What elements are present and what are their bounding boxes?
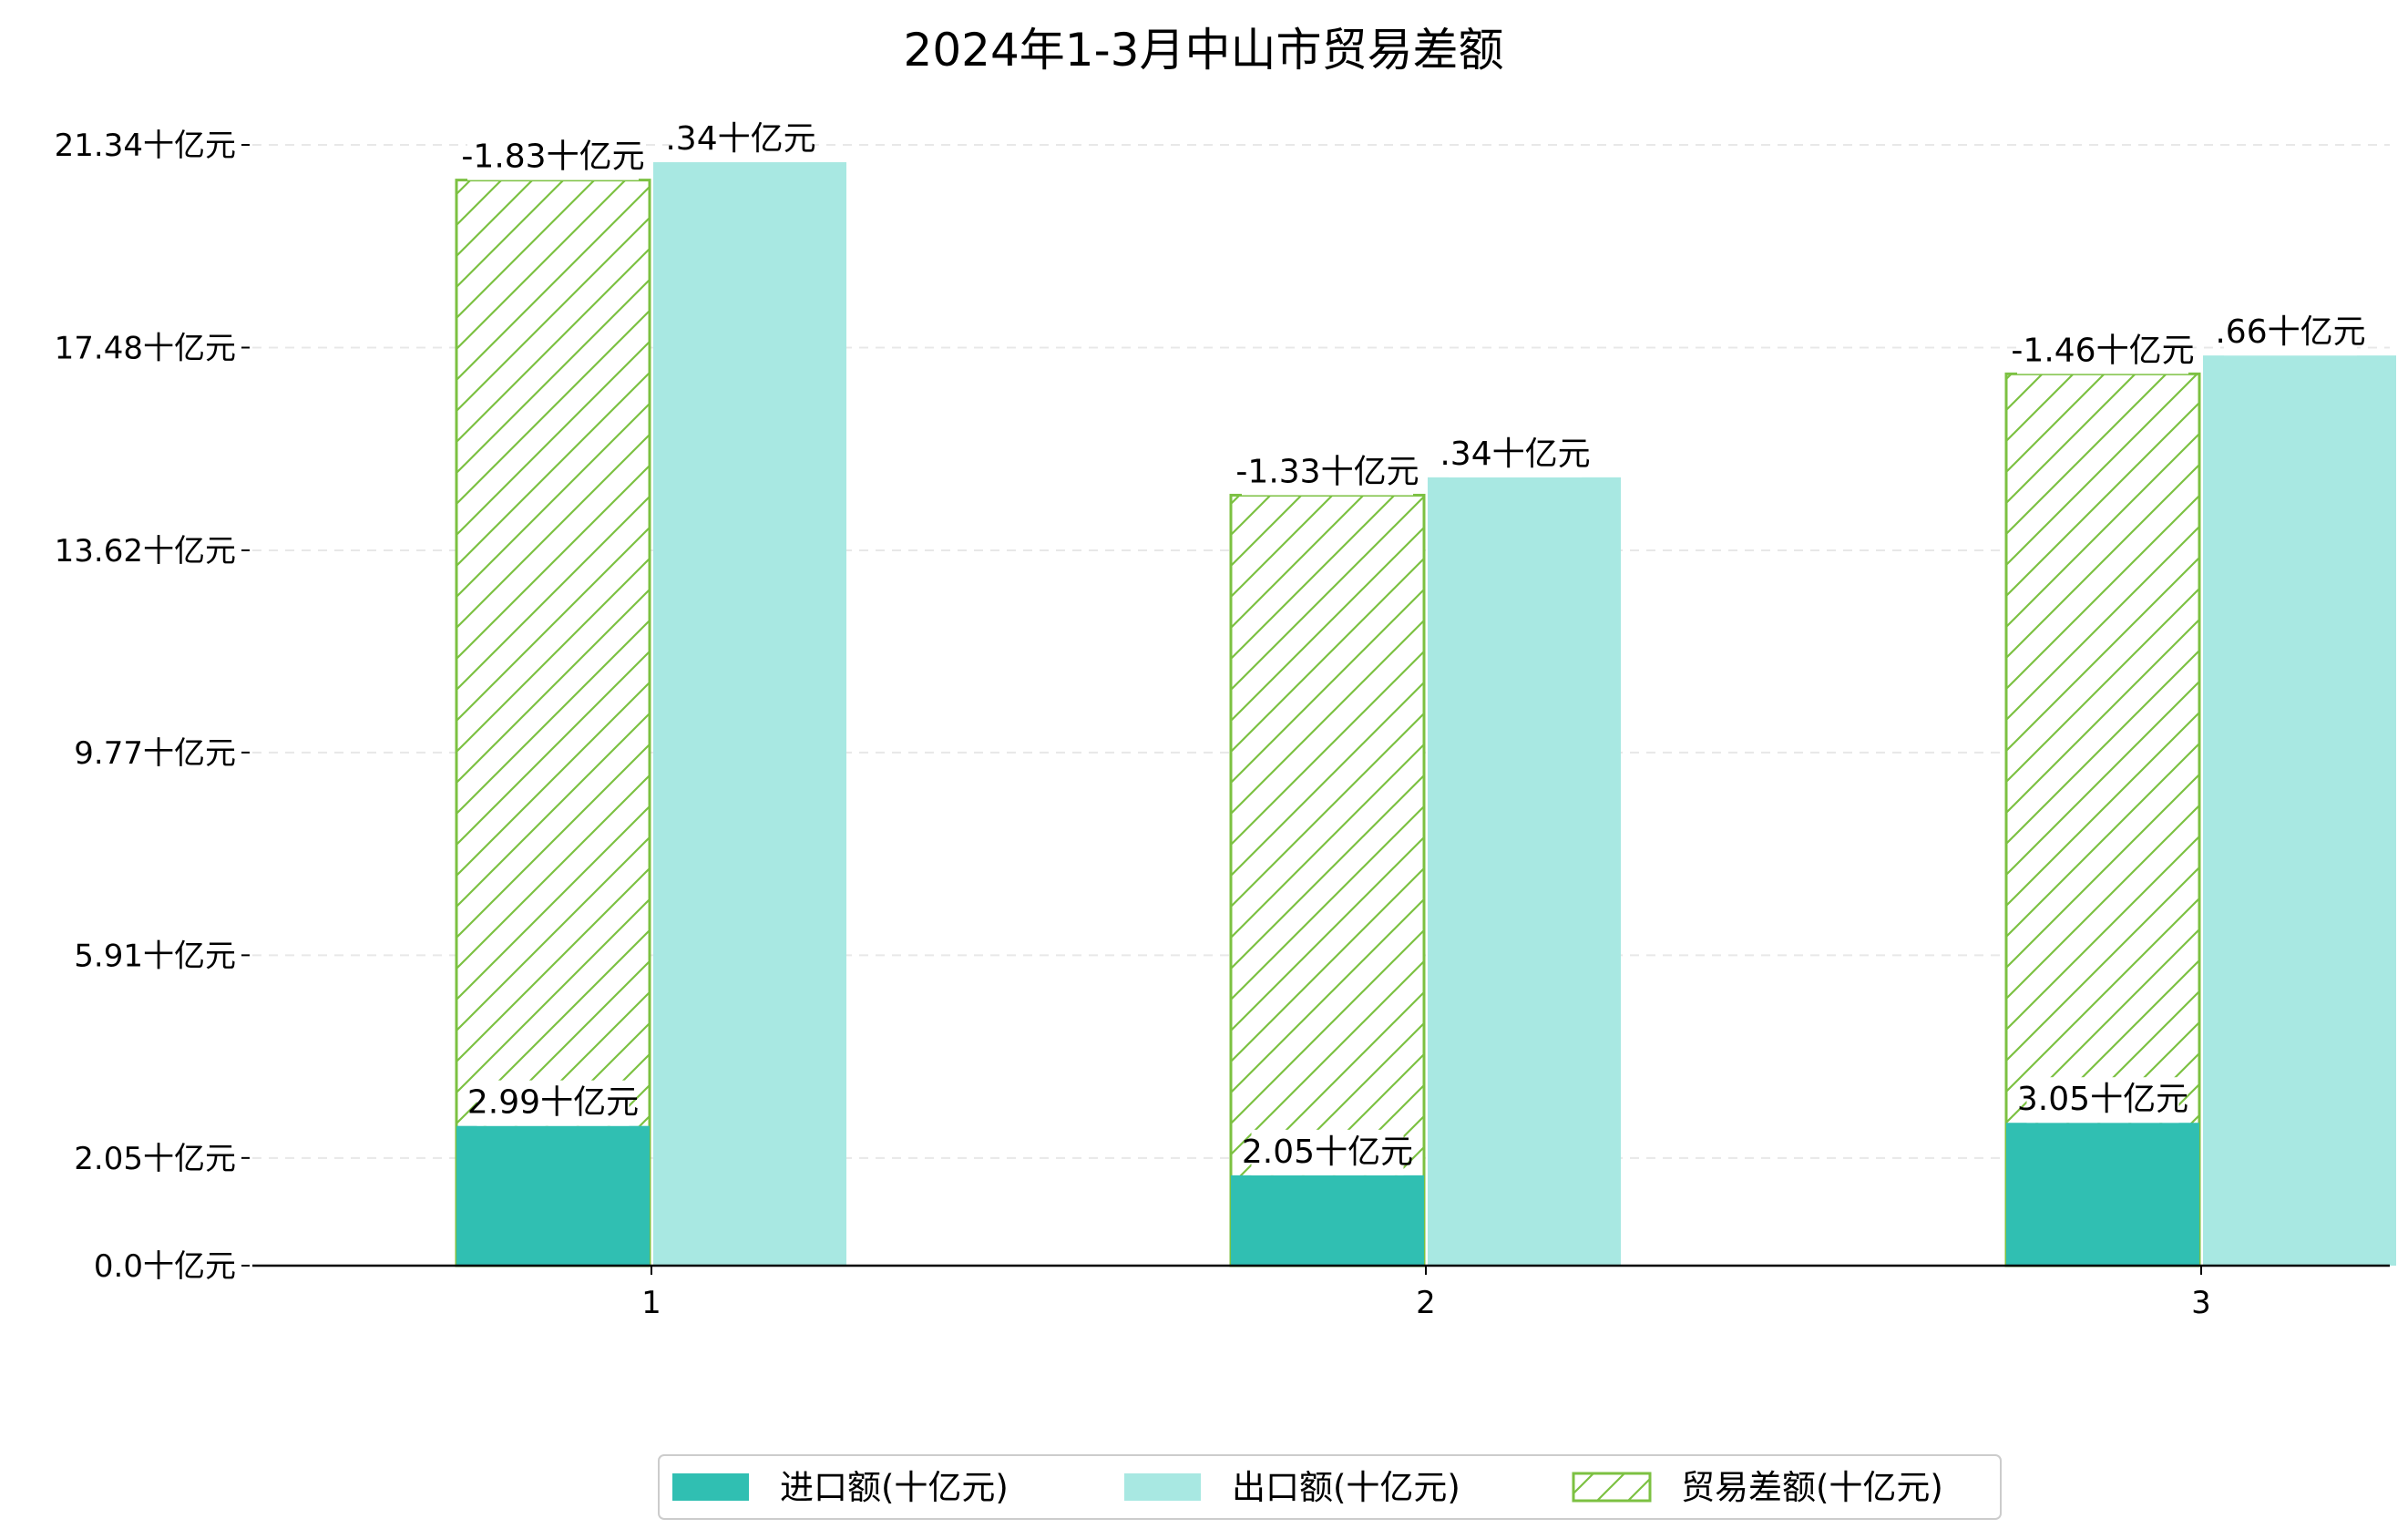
legend-label: 出口额(十亿元) <box>1232 1468 1460 1507</box>
data-label-text: 3.05十亿元 <box>2017 1081 2188 1118</box>
chart-title: 2024年1-3月中山市贸易差额 <box>904 24 1504 77</box>
data-label-text: -1.33十亿元 <box>1235 453 1419 490</box>
import-data-label: 2.05十亿元 <box>1242 1129 1413 1175</box>
x-tick-label: 1 <box>641 1285 661 1321</box>
import-bar <box>1231 1175 1424 1266</box>
data-label-background <box>1251 1129 1404 1175</box>
data-label-text: 2.05十亿元 <box>1242 1134 1413 1171</box>
data-label-text: .66十亿元 <box>2215 313 2365 351</box>
x-tick-label: 2 <box>1416 1285 1436 1321</box>
legend-label: 贸易差额(十亿元) <box>1681 1468 1943 1507</box>
export-bar <box>2203 355 2396 1266</box>
y-tick-label: 0.0十亿元 <box>94 1248 236 1285</box>
y-tick-label: 9.77十亿元 <box>74 735 236 772</box>
y-tick-label: 17.48十亿元 <box>55 330 236 366</box>
legend-swatch <box>1572 1472 1652 1503</box>
y-axis: 0.0十亿元 2.05十亿元 5.91十亿元 9.77十亿元 13.62十亿元 17.48… <box>55 128 250 1285</box>
data-label-text: -1.83十亿元 <box>461 139 644 176</box>
legend: 进口额(十亿元) 出口额(十亿元) 贸易差额(十亿元) <box>658 1454 2002 1520</box>
data-label-text: .34十亿元 <box>665 120 815 158</box>
data-label-background <box>1242 449 1413 496</box>
data-labels: -1.83十亿元 .34十亿元 2.99十亿元 -1.33十亿元 .34十亿元 2.05十… <box>461 117 2366 1175</box>
data-label-text: .34十亿元 <box>1440 436 1590 473</box>
legend-item-export: 出口额(十亿元) <box>1124 1468 1460 1507</box>
x-axis: 1 2 3 <box>252 1264 2390 1321</box>
y-tick-label: 5.91十亿元 <box>74 938 236 974</box>
import-data-label: 3.05十亿元 <box>2017 1077 2188 1123</box>
legend-swatch <box>1124 1473 1201 1501</box>
import-bar <box>2006 1123 2199 1266</box>
data-label-background <box>476 1080 630 1126</box>
legend-box <box>658 1454 2002 1520</box>
balance-data-label: -1.83十亿元 <box>461 134 645 180</box>
export-bar <box>653 162 846 1266</box>
export-data-label: .34十亿元 <box>665 117 816 163</box>
legend-item-balance: 贸易差额(十亿元) <box>1572 1468 1943 1507</box>
import-bar <box>456 1125 650 1266</box>
import-data-label: 2.99十亿元 <box>467 1080 639 1126</box>
data-label-background <box>2224 310 2357 356</box>
data-label-background <box>674 117 807 163</box>
legend-item-import: 进口额(十亿元) <box>672 1468 1009 1507</box>
x-tick-label: 3 <box>2191 1285 2211 1321</box>
data-label-text: -1.46十亿元 <box>2011 332 2194 369</box>
y-tick-label: 13.62十亿元 <box>55 533 236 569</box>
legend-label: 进口额(十亿元) <box>780 1468 1009 1507</box>
data-label-background <box>467 134 639 180</box>
balance-data-label: -1.46十亿元 <box>2011 328 2195 374</box>
data-label-text: 2.99十亿元 <box>467 1084 639 1122</box>
export-bar <box>1428 477 1621 1266</box>
balance-data-label: -1.33十亿元 <box>1235 449 1419 496</box>
export-data-label: .34十亿元 <box>1440 431 1591 477</box>
y-tick-label: 2.05十亿元 <box>74 1141 236 1177</box>
data-label-background <box>2026 1077 2179 1123</box>
data-label-background <box>1449 431 1582 477</box>
legend-swatch <box>672 1473 749 1501</box>
data-label-background <box>2017 328 2188 374</box>
y-tick-label: 21.34十亿元 <box>55 128 236 164</box>
export-data-label: .66十亿元 <box>2215 310 2366 356</box>
